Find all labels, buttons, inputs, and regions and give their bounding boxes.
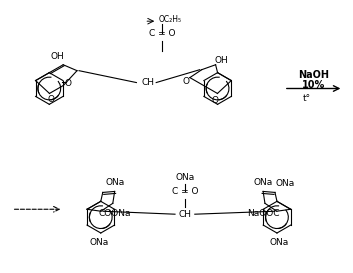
- Text: CH: CH: [178, 210, 191, 219]
- Text: ONa: ONa: [275, 179, 294, 188]
- Text: C = O: C = O: [149, 29, 175, 38]
- Text: NaOOC: NaOOC: [247, 209, 279, 218]
- Text: OH: OH: [50, 52, 64, 61]
- Text: O: O: [183, 77, 190, 86]
- Text: O: O: [48, 95, 55, 104]
- Text: ONa: ONa: [89, 238, 108, 247]
- Text: OC₂H₅: OC₂H₅: [158, 15, 182, 24]
- Text: ONa: ONa: [105, 178, 124, 187]
- Text: NaOH: NaOH: [298, 70, 329, 80]
- Text: COONa: COONa: [98, 209, 131, 218]
- Text: OH: OH: [215, 56, 228, 65]
- Text: 10%: 10%: [302, 79, 325, 90]
- Text: O: O: [65, 79, 72, 88]
- Text: ONa: ONa: [269, 238, 288, 247]
- Text: ONa: ONa: [253, 178, 273, 187]
- Text: C = O: C = O: [172, 187, 198, 196]
- Text: ONa: ONa: [175, 173, 195, 182]
- Text: CH: CH: [142, 78, 155, 87]
- Text: t°: t°: [303, 94, 311, 103]
- Text: O: O: [212, 96, 219, 105]
